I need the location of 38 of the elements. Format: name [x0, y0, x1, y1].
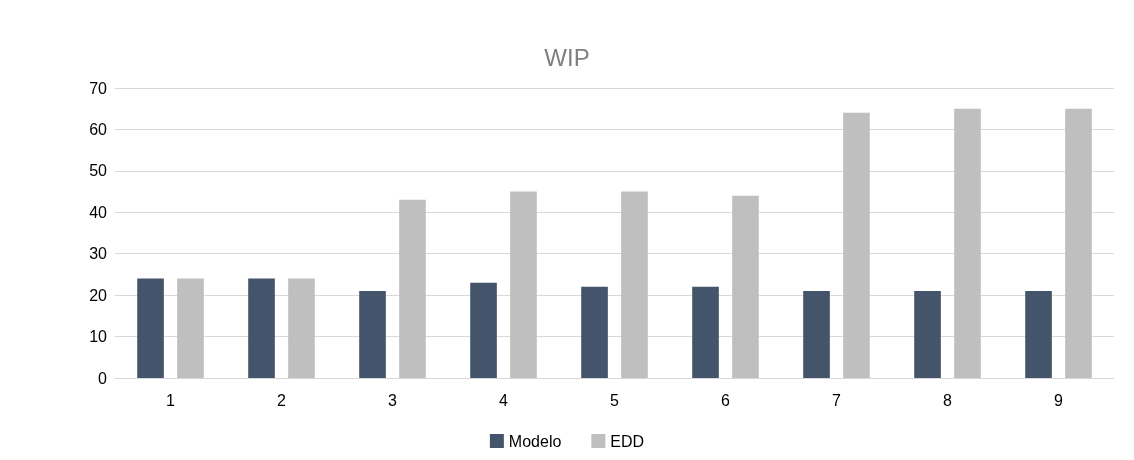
x-tick-label: 9	[1054, 391, 1064, 409]
x-tick-label: 4	[499, 391, 509, 409]
chart-title: WIP	[544, 43, 590, 71]
bar	[137, 278, 164, 378]
bar	[954, 108, 981, 378]
x-tick-label: 3	[388, 391, 398, 409]
y-tick-label: 0	[98, 369, 108, 387]
y-tick-label: 40	[89, 203, 108, 221]
y-tick-label: 50	[89, 162, 108, 180]
bar	[470, 282, 497, 378]
bar	[843, 112, 870, 378]
y-tick-label: 20	[89, 286, 108, 304]
bar	[359, 291, 386, 378]
bar	[692, 286, 719, 378]
x-tick-label: 5	[610, 391, 620, 409]
y-tick-label: 30	[89, 245, 108, 263]
x-tick-label: 8	[943, 391, 953, 409]
x-tick-label: 1	[166, 391, 176, 409]
bar	[581, 286, 608, 378]
bar	[248, 278, 275, 378]
legend-label: EDD	[610, 432, 645, 450]
bar	[288, 278, 315, 378]
bar	[914, 291, 941, 378]
y-tick-label: 70	[89, 79, 108, 97]
bar	[1025, 291, 1052, 378]
legend-label: Modelo	[508, 432, 562, 450]
bar	[732, 195, 759, 378]
y-tick-label: 60	[89, 120, 108, 138]
x-tick-label: 7	[832, 391, 842, 409]
x-tick-label: 6	[721, 391, 731, 409]
bar	[510, 191, 537, 378]
bar	[399, 199, 426, 378]
y-tick-label: 10	[89, 328, 108, 346]
bar	[621, 191, 648, 378]
x-tick-label: 2	[277, 391, 287, 409]
bar	[803, 291, 830, 378]
bar	[177, 278, 204, 378]
bar	[1065, 108, 1092, 378]
